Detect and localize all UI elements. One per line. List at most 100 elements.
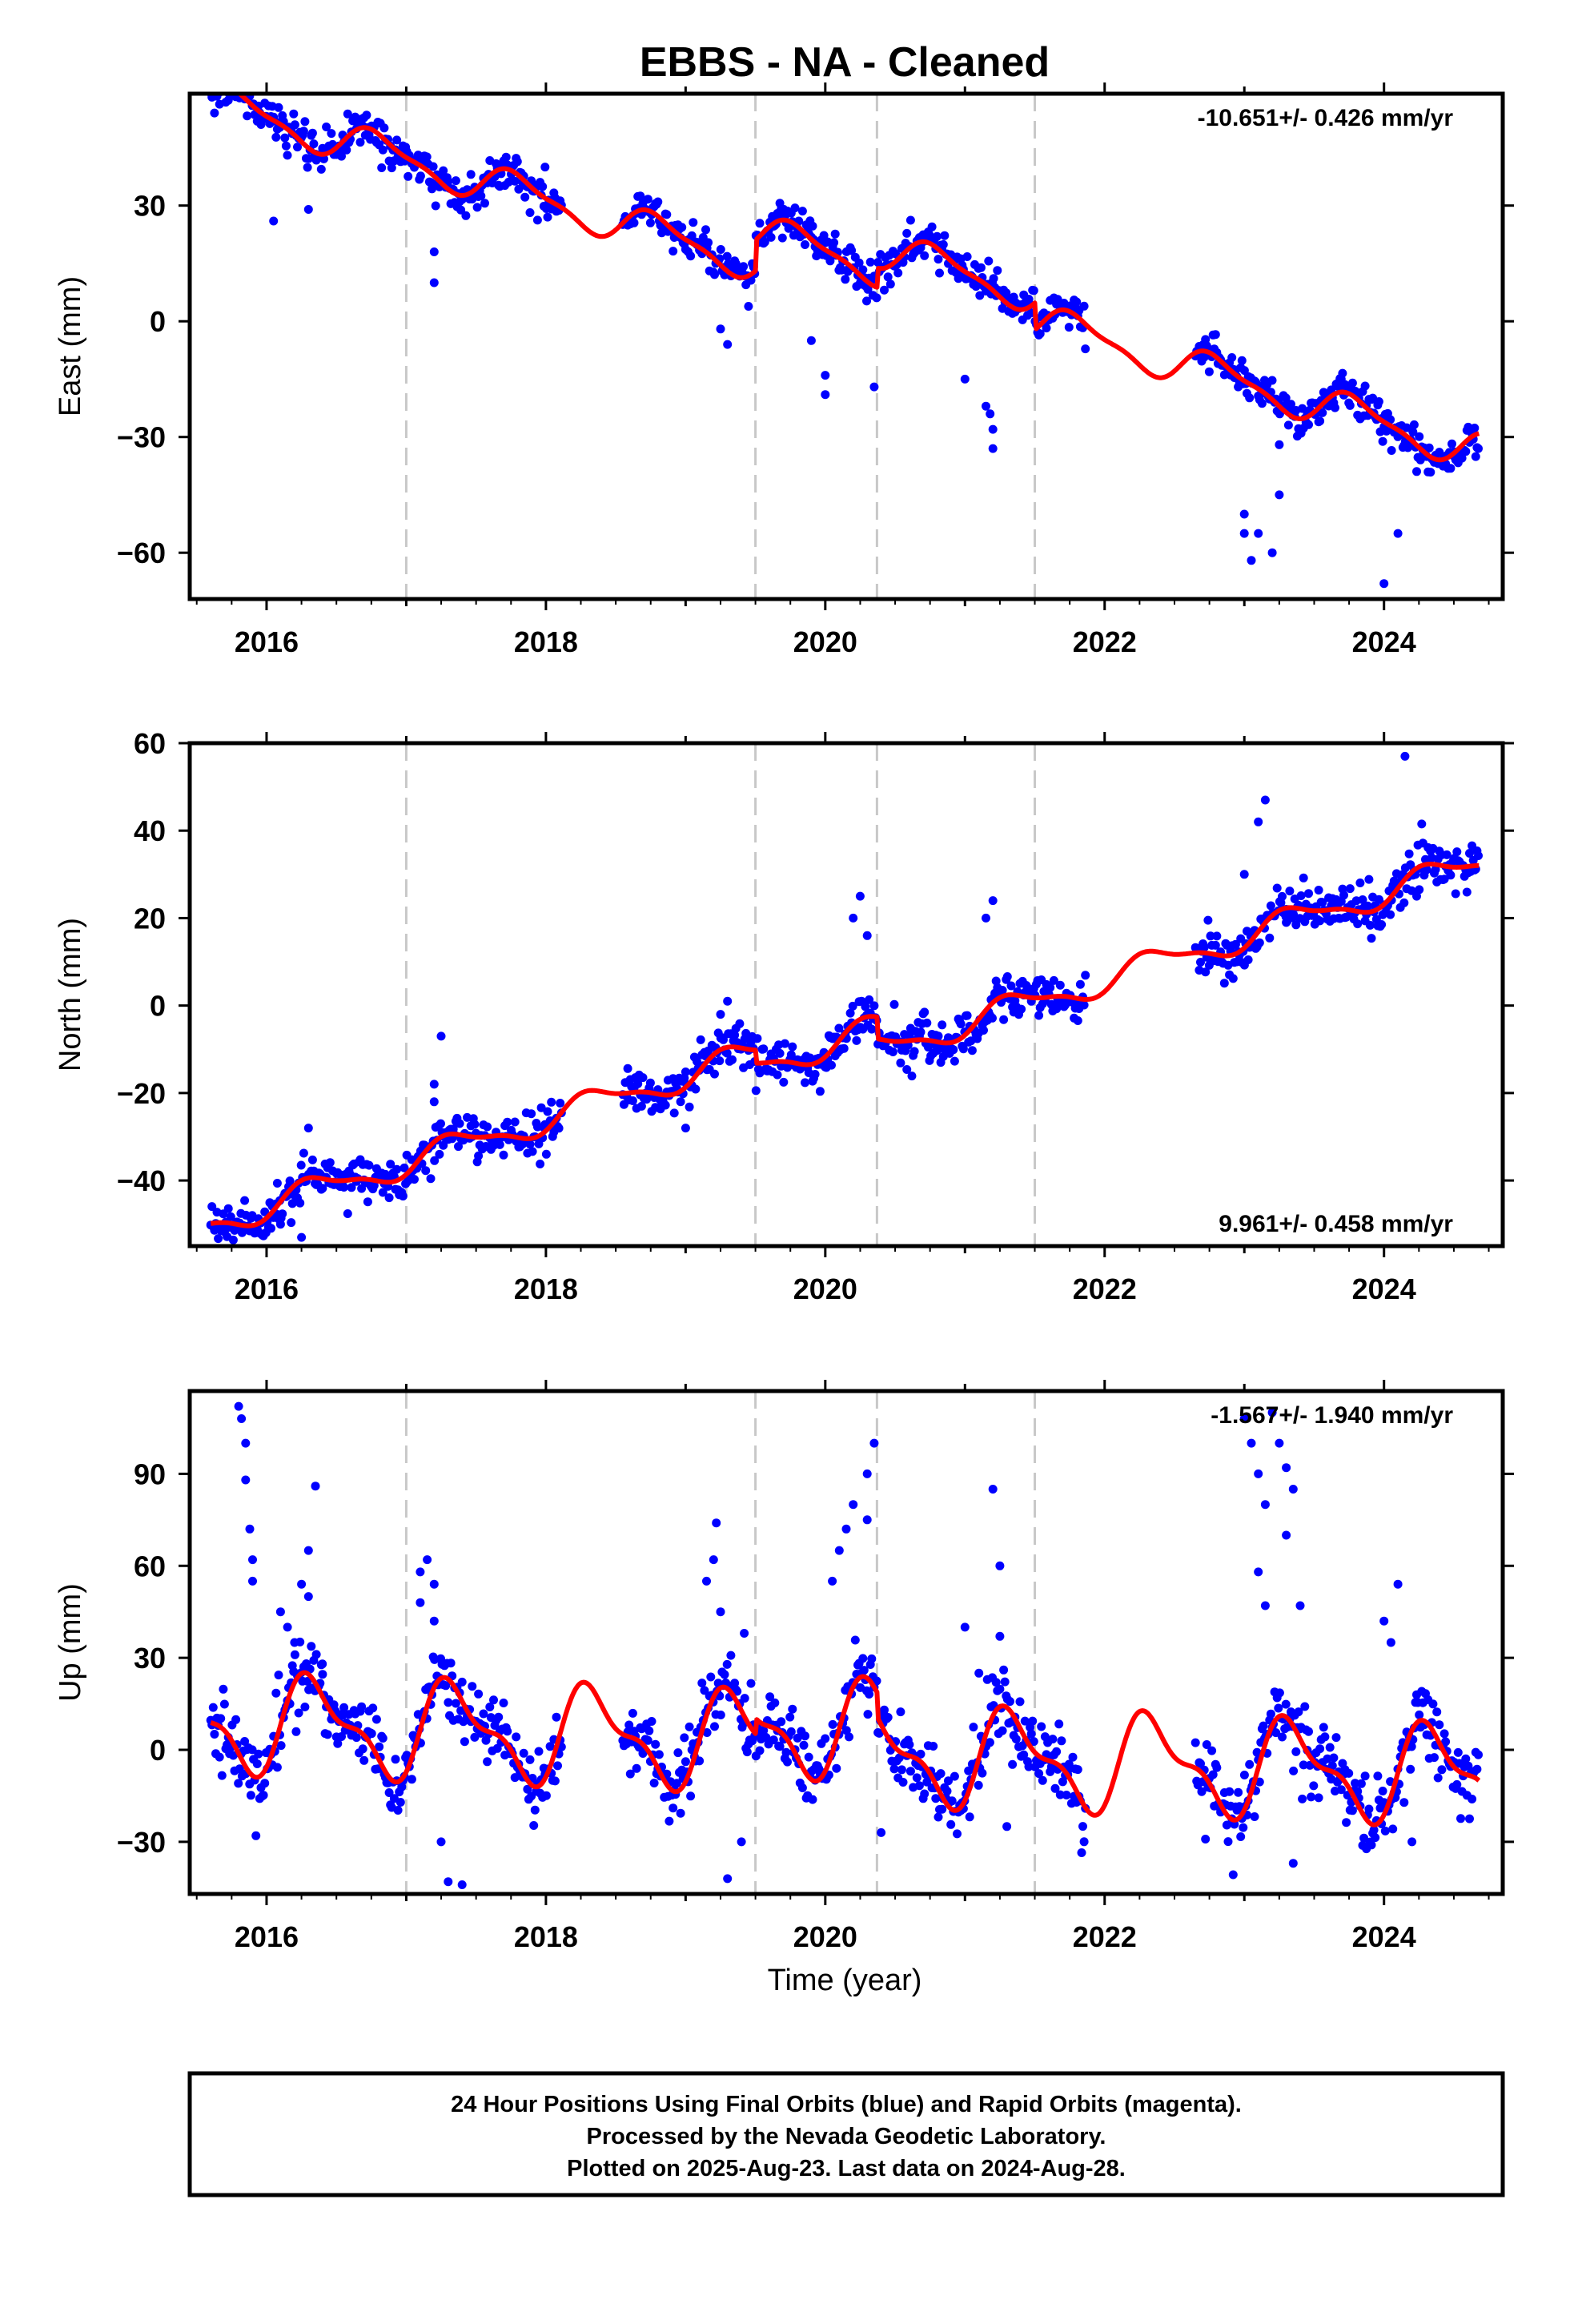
data-point	[1406, 1764, 1415, 1774]
data-point	[940, 231, 950, 240]
data-point	[290, 120, 299, 130]
data-point	[1353, 919, 1363, 929]
north-y-tick-label: 60	[134, 727, 166, 760]
data-point	[944, 1776, 953, 1786]
data-point	[503, 1727, 512, 1736]
data-point	[1415, 432, 1424, 441]
data-point-outlier	[681, 1124, 690, 1133]
data-point	[439, 166, 448, 175]
data-point	[1441, 1737, 1451, 1747]
data-point	[1432, 1707, 1442, 1717]
data-point	[378, 1188, 387, 1197]
data-point-outlier	[862, 1469, 872, 1478]
east-velocity-label: -10.651+/- 0.426 mm/yr	[1198, 105, 1454, 131]
data-point	[299, 1148, 308, 1158]
data-point	[781, 1747, 791, 1757]
data-point	[953, 1829, 962, 1839]
data-point	[1402, 423, 1411, 432]
data-point	[869, 1001, 879, 1011]
data-point	[689, 218, 698, 227]
data-point	[916, 1749, 926, 1759]
data-point-outlier	[1282, 1463, 1291, 1473]
data-point	[1227, 353, 1237, 362]
data-point-outlier	[716, 1607, 725, 1617]
data-point	[905, 1031, 914, 1040]
data-point	[355, 138, 365, 147]
data-point	[1300, 1702, 1310, 1711]
data-point	[722, 1048, 732, 1058]
data-point	[311, 1650, 321, 1659]
data-point	[759, 1044, 769, 1054]
data-point	[1197, 1787, 1207, 1796]
data-point	[907, 1072, 917, 1081]
data-point	[228, 1235, 238, 1244]
data-point	[775, 1742, 785, 1751]
data-point	[841, 275, 850, 284]
up-x-tick-label: 2020	[793, 1920, 857, 1953]
data-point	[240, 1196, 250, 1205]
data-point	[1196, 958, 1205, 967]
up-model-curve	[209, 1670, 1481, 1827]
data-point	[525, 1755, 535, 1764]
data-point-outlier	[1379, 579, 1389, 589]
data-point	[863, 1710, 873, 1719]
data-point	[967, 1046, 977, 1055]
data-point	[476, 191, 486, 201]
data-point	[343, 109, 352, 119]
data-point	[909, 1047, 919, 1056]
data-point	[1068, 1752, 1078, 1762]
data-point	[1431, 865, 1440, 875]
data-point	[287, 1199, 297, 1208]
data-point	[1267, 376, 1277, 385]
data-point	[636, 191, 645, 201]
data-point	[858, 265, 868, 275]
data-point	[1408, 427, 1418, 436]
data-point	[1315, 416, 1325, 426]
data-point	[786, 1727, 796, 1736]
figure-title: EBBS - NA - Cleaned	[640, 39, 1050, 86]
data-point	[1271, 1728, 1281, 1738]
data-point	[229, 74, 238, 83]
data-point	[852, 1035, 861, 1045]
data-point	[339, 1183, 349, 1192]
data-point	[976, 263, 986, 272]
data-point-outlier	[1275, 440, 1284, 449]
data-point-outlier	[269, 216, 279, 226]
data-point	[1228, 974, 1238, 983]
data-point	[428, 162, 438, 171]
data-point	[380, 1169, 390, 1179]
data-point-outlier	[416, 1567, 425, 1577]
data-point-outlier	[1275, 1438, 1284, 1448]
data-point	[847, 246, 857, 255]
data-point	[739, 262, 749, 271]
data-point	[1078, 1822, 1087, 1831]
data-point	[351, 1733, 361, 1743]
data-point	[541, 1149, 551, 1159]
data-point	[1266, 1709, 1275, 1719]
data-point	[1223, 1837, 1233, 1847]
data-point	[978, 1768, 987, 1778]
data-point	[554, 1124, 564, 1133]
up-velocity-label: -1.567+/- 1.940 mm/yr	[1211, 1402, 1453, 1429]
data-point	[472, 203, 482, 212]
data-point-outlier	[303, 1546, 313, 1555]
data-point-outlier	[1239, 529, 1249, 538]
data-point	[1034, 1769, 1044, 1779]
data-point	[367, 1729, 376, 1739]
data-point	[1428, 1699, 1438, 1709]
data-point	[446, 1659, 456, 1668]
data-point	[898, 1778, 908, 1787]
data-point	[1207, 1746, 1217, 1755]
data-point	[1464, 1761, 1473, 1771]
data-point	[485, 1703, 495, 1711]
data-point	[628, 1708, 637, 1718]
data-point	[519, 1748, 528, 1758]
data-point	[304, 154, 314, 163]
data-point	[280, 133, 290, 143]
east-x-tick-label: 2016	[235, 625, 299, 658]
data-point-outlier	[416, 1598, 425, 1607]
data-point	[965, 1812, 974, 1822]
data-point	[541, 1791, 551, 1800]
data-point	[421, 1166, 431, 1176]
data-point	[534, 1747, 544, 1756]
